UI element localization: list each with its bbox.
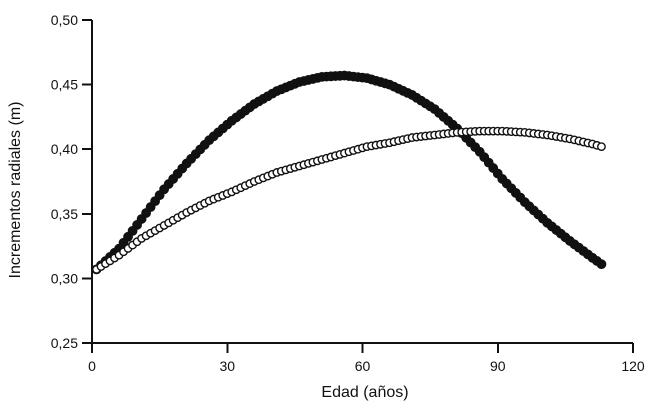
data-series-2 (92, 126, 606, 274)
filled-data-point (596, 259, 607, 270)
y-axis-tick-label: 0,35 (51, 206, 78, 222)
y-axis-tick-label: 0,45 (51, 77, 78, 93)
open-data-point (597, 142, 606, 152)
y-axis-tick-label: 0,30 (51, 270, 78, 286)
x-axis-tick-label: 60 (355, 358, 371, 374)
x-axis-tick-label: 0 (88, 358, 96, 374)
x-axis-tick-label: 120 (621, 358, 645, 374)
y-axis-tick-label: 0,25 (51, 335, 78, 351)
data-series-layer (91, 70, 607, 275)
axes: 0,25 0,30 0,35 0,40 0,45 0,50 0 30 60 90 120 (51, 12, 645, 374)
x-axis-tick-label: 90 (490, 358, 506, 374)
y-axis-title: Incrementos radiales (m) (7, 102, 24, 279)
x-axis-tick-label: 30 (219, 358, 235, 374)
x-axis-title: Edad (años) (321, 384, 408, 401)
y-axis-tick-label: 0,40 (51, 141, 78, 157)
y-axis-tick-label: 0,50 (51, 12, 78, 28)
data-series-1 (91, 70, 607, 275)
